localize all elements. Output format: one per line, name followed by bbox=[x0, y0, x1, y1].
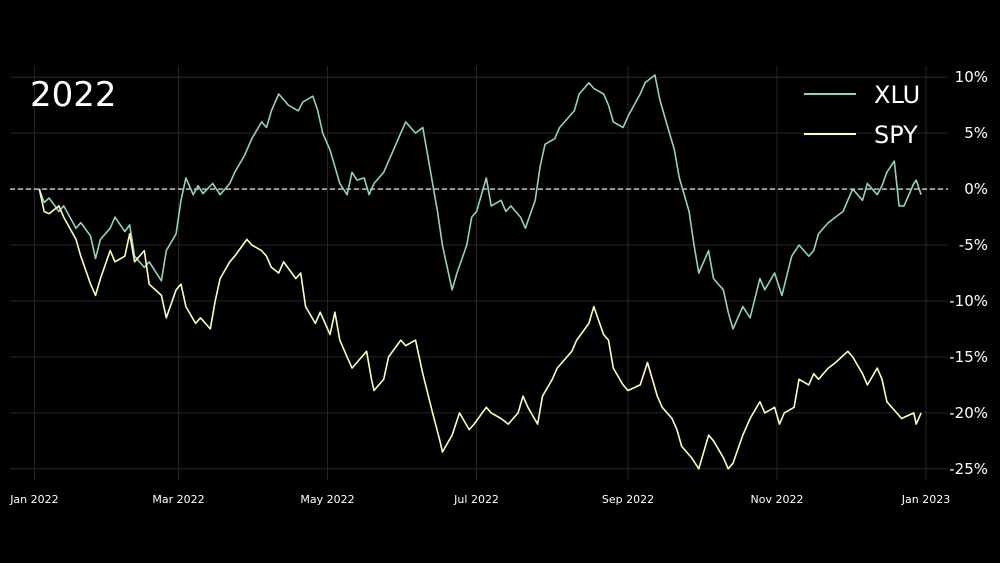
legend-label-xlu: XLU bbox=[874, 81, 920, 109]
x-tick-label: Jan 2023 bbox=[901, 493, 950, 506]
y-tick-label: -15% bbox=[949, 348, 988, 366]
y-tick-label: -5% bbox=[959, 236, 988, 254]
y-tick-label: 0% bbox=[964, 180, 988, 198]
x-tick-label: Jan 2022 bbox=[9, 493, 58, 506]
x-tick-label: Sep 2022 bbox=[602, 493, 654, 506]
y-tick-label: -20% bbox=[949, 404, 988, 422]
legend-label-spy: SPY bbox=[874, 121, 918, 149]
x-axis-ticks: Jan 2022 Mar 2022 May 2022 Jul 2022 Sep 2022… bbox=[9, 493, 950, 506]
x-tick-label: May 2022 bbox=[300, 493, 354, 506]
series-lines bbox=[38, 74, 922, 470]
y-tick-label: -10% bbox=[949, 292, 988, 310]
y-tick-label: -25% bbox=[949, 460, 988, 478]
x-tick-label: Mar 2022 bbox=[152, 493, 204, 506]
series-line-spy bbox=[38, 188, 922, 470]
y-axis-ticks: 10% 5% 0% -5% -10% -15% -20% -25% bbox=[949, 68, 988, 478]
legend: XLU SPY bbox=[804, 81, 920, 149]
x-tick-label: Jul 2022 bbox=[453, 493, 499, 506]
chart-title: 2022 bbox=[30, 75, 117, 115]
x-tick-label: Nov 2022 bbox=[751, 493, 804, 506]
y-tick-label: 10% bbox=[955, 68, 988, 86]
grid-lines bbox=[10, 66, 948, 480]
y-tick-label: 5% bbox=[964, 124, 988, 142]
series-line-xlu bbox=[38, 74, 922, 330]
